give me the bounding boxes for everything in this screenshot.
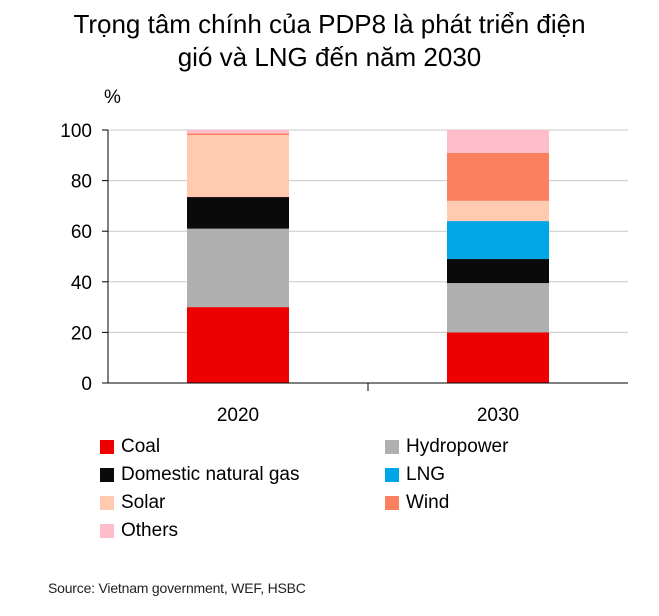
y-tick-label-20: 20: [71, 323, 92, 344]
legend-swatch-solar: [100, 496, 114, 510]
legend-item-solar: Solar: [100, 492, 165, 514]
bar-coal-2020: [187, 307, 289, 383]
legend-swatch-wind: [385, 496, 399, 510]
chart-title: Trọng tâm chính của PDP8 là phát triển đ…: [0, 8, 659, 74]
source-note: Source: Vietnam government, WEF, HSBC: [48, 580, 306, 596]
y-axis-unit-label: %: [104, 87, 121, 108]
y-tick-label-60: 60: [71, 222, 92, 243]
legend-item-others: Others: [100, 520, 178, 542]
legend-item-wind: Wind: [385, 492, 449, 514]
axes: [107, 130, 628, 384]
legend-label-others: Others: [121, 520, 179, 541]
y-tick-label-80: 80: [71, 172, 92, 193]
legend-item-domestic-natural-gas: Domestic natural gas: [100, 464, 299, 486]
stacked-bar-chart: 0 20 40 60 80 100 2020 2030 %: [60, 87, 628, 426]
bar-lng-2030: [447, 221, 549, 260]
legend-label-wind: Wind: [406, 492, 450, 513]
bar-solar-2020: [187, 135, 289, 198]
y-tick-label-40: 40: [71, 273, 92, 294]
legend-label-domestic-natural-gas: Domestic natural gas: [121, 464, 300, 485]
bar-others-2020: [187, 130, 289, 134]
legend-item-hydropower: Hydropower: [385, 436, 508, 458]
tick-labels: 0 20 40 60 80 100 2020 2030: [60, 121, 519, 426]
legend-item-coal: Coal: [100, 436, 160, 458]
bar-hydropower-2020: [187, 228, 289, 308]
bar-domestic-natural-gas-2030: [447, 259, 549, 284]
y-tick-label-0: 0: [81, 374, 92, 395]
bar-solar-2030: [447, 200, 549, 222]
legend-label-coal: Coal: [121, 436, 161, 457]
chart-title-line-1: Trọng tâm chính của PDP8 là phát triển đ…: [73, 9, 586, 39]
bar-hydropower-2030: [447, 283, 549, 333]
bar-wind-2030: [447, 152, 549, 201]
y-tick-label-100: 100: [60, 121, 92, 142]
legend-label-lng: LNG: [406, 464, 446, 485]
bar-domestic-natural-gas-2020: [187, 197, 289, 229]
bar-others-2030: [447, 130, 549, 153]
x-tick-label-2020: 2020: [217, 405, 259, 426]
bar-wind-2020: [187, 133, 289, 136]
bar-coal-2030: [447, 332, 549, 383]
gridlines: [108, 129, 628, 333]
legend-label-solar: Solar: [121, 492, 166, 513]
legend-swatch-others: [100, 524, 114, 538]
legend-swatch-hydropower: [385, 440, 399, 454]
legend-swatch-domestic-natural-gas: [100, 468, 114, 482]
chart-title-line-2: gió và LNG đến năm 2030: [177, 42, 482, 72]
legend-item-lng: LNG: [385, 464, 445, 486]
x-tick-label-2030: 2030: [477, 405, 519, 426]
legend-swatch-lng: [385, 468, 399, 482]
legend-swatch-coal: [100, 440, 114, 454]
bar-segments: [187, 130, 549, 383]
legend-label-hydropower: Hydropower: [406, 436, 509, 457]
